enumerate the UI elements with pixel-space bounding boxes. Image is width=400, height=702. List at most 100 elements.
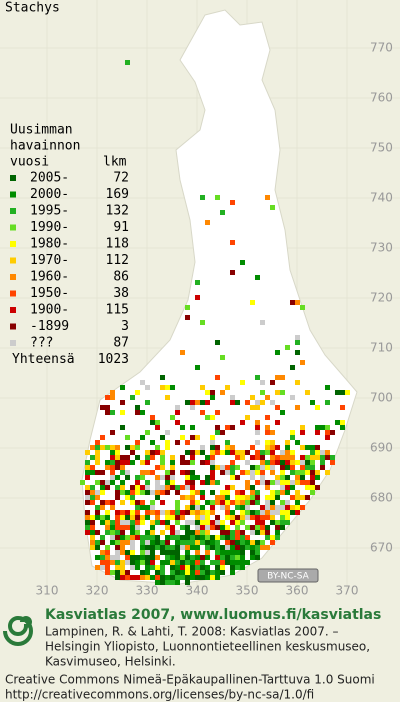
record-square xyxy=(100,405,105,410)
record-square xyxy=(95,495,100,500)
record-square xyxy=(170,460,175,465)
record-square xyxy=(175,530,180,535)
record-square xyxy=(280,470,285,475)
record-square xyxy=(185,400,190,405)
record-square xyxy=(145,490,150,495)
record-square xyxy=(165,445,170,450)
record-square xyxy=(255,515,260,520)
record-square xyxy=(150,520,155,525)
record-square xyxy=(230,540,235,545)
record-square xyxy=(135,525,140,530)
record-square xyxy=(215,500,220,505)
record-square xyxy=(335,390,340,395)
record-square xyxy=(340,420,345,425)
record-square xyxy=(150,490,155,495)
record-square xyxy=(310,480,315,485)
record-square xyxy=(315,455,320,460)
record-square xyxy=(280,505,285,510)
record-square xyxy=(135,485,140,490)
record-square xyxy=(110,475,115,480)
record-square xyxy=(105,560,110,565)
record-square xyxy=(170,580,175,585)
record-square xyxy=(240,455,245,460)
record-square xyxy=(85,460,90,465)
legend-label: -1899 xyxy=(30,319,69,334)
record-square xyxy=(225,530,230,535)
record-square xyxy=(185,305,190,310)
record-square xyxy=(165,575,170,580)
record-square xyxy=(215,340,220,345)
record-square xyxy=(110,540,115,545)
record-square xyxy=(170,575,175,580)
record-square xyxy=(265,195,270,200)
record-square xyxy=(270,500,275,505)
legend-count: 112 xyxy=(106,253,129,268)
record-square xyxy=(90,470,95,475)
record-square xyxy=(295,335,300,340)
record-square xyxy=(230,570,235,575)
record-square xyxy=(130,490,135,495)
record-square xyxy=(215,375,220,380)
record-square xyxy=(175,570,180,575)
record-square xyxy=(190,475,195,480)
record-square xyxy=(275,350,280,355)
badge-box xyxy=(257,568,319,583)
record-square xyxy=(110,390,115,395)
record-square xyxy=(145,485,150,490)
legend-label: 1990- xyxy=(30,220,69,235)
record-square xyxy=(110,445,115,450)
record-square xyxy=(160,375,165,380)
record-square xyxy=(135,530,140,535)
record-square xyxy=(115,565,120,570)
record-square xyxy=(175,535,180,540)
legend-swatch xyxy=(10,340,16,346)
record-square xyxy=(285,465,290,470)
record-square xyxy=(240,500,245,505)
record-square xyxy=(170,530,175,535)
record-square xyxy=(275,480,280,485)
record-square xyxy=(145,480,150,485)
record-square xyxy=(120,515,125,520)
record-square xyxy=(295,440,300,445)
record-square xyxy=(245,560,250,565)
record-square xyxy=(300,425,305,430)
record-square xyxy=(185,525,190,530)
record-square xyxy=(275,495,280,500)
record-square xyxy=(160,560,165,565)
record-square xyxy=(205,540,210,545)
record-square xyxy=(95,545,100,550)
record-square xyxy=(95,515,100,520)
record-square xyxy=(305,495,310,500)
record-square xyxy=(155,490,160,495)
record-square xyxy=(250,395,255,400)
record-square xyxy=(225,425,230,430)
record-square xyxy=(230,395,235,400)
record-square xyxy=(115,535,120,540)
record-square xyxy=(120,410,125,415)
record-square xyxy=(140,520,145,525)
easting-label: 340 xyxy=(186,584,209,598)
record-square xyxy=(185,315,190,320)
record-square xyxy=(225,445,230,450)
record-square xyxy=(195,530,200,535)
record-square xyxy=(100,535,105,540)
record-square xyxy=(145,555,150,560)
record-square xyxy=(285,450,290,455)
record-square xyxy=(115,560,120,565)
record-square xyxy=(325,400,330,405)
record-square xyxy=(290,450,295,455)
record-square xyxy=(195,515,200,520)
record-square xyxy=(220,500,225,505)
record-square xyxy=(240,535,245,540)
record-square xyxy=(105,530,110,535)
record-square xyxy=(230,565,235,570)
record-square xyxy=(215,575,220,580)
license-url[interactable]: http://creativecommons.org/licenses/by-n… xyxy=(5,688,314,702)
record-square xyxy=(100,520,105,525)
record-square xyxy=(210,415,215,420)
license-text: Creative Commons Nimeä-Epäkaupallinen-Ta… xyxy=(5,673,375,687)
record-square xyxy=(255,405,260,410)
record-square xyxy=(210,480,215,485)
record-square xyxy=(205,480,210,485)
record-square xyxy=(85,530,90,535)
